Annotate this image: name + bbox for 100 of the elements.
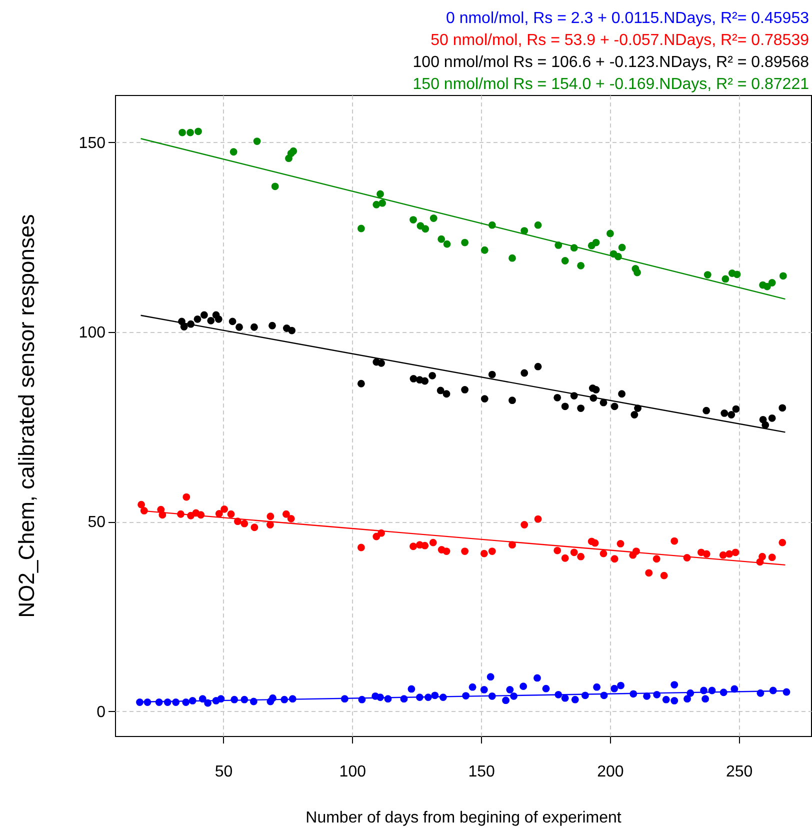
point: [618, 244, 626, 252]
point: [670, 537, 678, 545]
point: [732, 548, 740, 556]
point: [480, 395, 488, 403]
point: [200, 311, 208, 319]
point: [733, 270, 741, 278]
point: [728, 411, 736, 418]
point: [520, 227, 528, 234]
point: [778, 538, 786, 546]
point: [207, 316, 215, 324]
text: 150 nmol/mol Rs = 154.0 + -0.169.NDays, R² = 0.87221: [412, 76, 810, 93]
point: [561, 257, 569, 264]
point: [194, 128, 202, 136]
point: [215, 510, 223, 518]
point: [561, 402, 569, 410]
point: [577, 404, 585, 412]
point: [230, 148, 238, 156]
point: [436, 386, 444, 394]
point: [618, 390, 626, 398]
point: [182, 493, 190, 501]
point: [438, 235, 446, 243]
point: [410, 375, 418, 382]
point: [227, 510, 235, 518]
point: [534, 515, 542, 523]
point: [652, 555, 660, 563]
x-tick-label: 200: [597, 764, 624, 780]
point: [768, 554, 776, 562]
point: [606, 230, 614, 238]
point: [592, 386, 600, 394]
point: [271, 182, 279, 190]
point: [228, 318, 236, 326]
point: [508, 396, 516, 404]
text: 100 nmol/mol Rs = 106.6 + -0.123.NDays, R² = 0.89568: [412, 54, 810, 71]
point: [410, 216, 417, 224]
point: [768, 279, 776, 286]
point: [554, 546, 562, 554]
point: [645, 569, 653, 577]
point: [480, 246, 488, 254]
point: [763, 282, 771, 290]
point: [577, 552, 585, 560]
x-tick-label: 50: [214, 764, 233, 780]
point: [768, 414, 776, 422]
point: [554, 394, 562, 402]
point: [376, 190, 384, 198]
point: [282, 510, 290, 518]
point: [720, 410, 728, 417]
x-tick-label: 250: [726, 764, 753, 780]
point: [266, 512, 274, 520]
point: [616, 540, 624, 548]
point: [702, 406, 710, 414]
point: [214, 315, 222, 323]
point: [253, 138, 261, 145]
point: [488, 370, 496, 378]
point: [630, 411, 638, 418]
point: [240, 520, 248, 528]
point: [180, 323, 188, 330]
point: [719, 551, 727, 559]
point: [186, 128, 194, 136]
point: [428, 372, 436, 380]
point: [236, 323, 243, 331]
point: [634, 268, 641, 276]
point: [268, 322, 276, 330]
point: [577, 262, 585, 270]
point: [732, 405, 740, 413]
x-axis-title: Number of days from begining of experiment: [306, 810, 622, 826]
point: [591, 539, 599, 547]
point: [442, 548, 450, 555]
point: [722, 275, 730, 283]
point: [357, 544, 365, 552]
point: [178, 128, 186, 136]
point: [561, 554, 569, 562]
point: [600, 550, 608, 558]
point: [610, 555, 618, 563]
point: [758, 552, 766, 560]
point: [778, 404, 786, 412]
point: [422, 225, 430, 233]
y-tick-label: 150: [78, 134, 106, 152]
point: [378, 359, 385, 367]
point: [443, 240, 451, 248]
point: [779, 272, 787, 280]
y-tick-label: 50: [88, 514, 106, 532]
point: [194, 315, 202, 323]
point: [702, 550, 710, 558]
point: [461, 386, 469, 394]
point: [250, 524, 258, 532]
point: [508, 254, 516, 262]
point: [220, 505, 228, 513]
point: [138, 500, 145, 508]
point: [287, 514, 295, 522]
point: [520, 521, 528, 528]
point: [520, 369, 528, 377]
y-tick-label: 100: [78, 324, 106, 342]
point: [592, 238, 600, 246]
point: [378, 199, 386, 207]
point: [660, 572, 668, 580]
point: [430, 214, 438, 222]
point: [704, 271, 712, 278]
point: [461, 238, 469, 246]
y-tick-label: 0: [96, 704, 106, 721]
point: [250, 323, 258, 331]
